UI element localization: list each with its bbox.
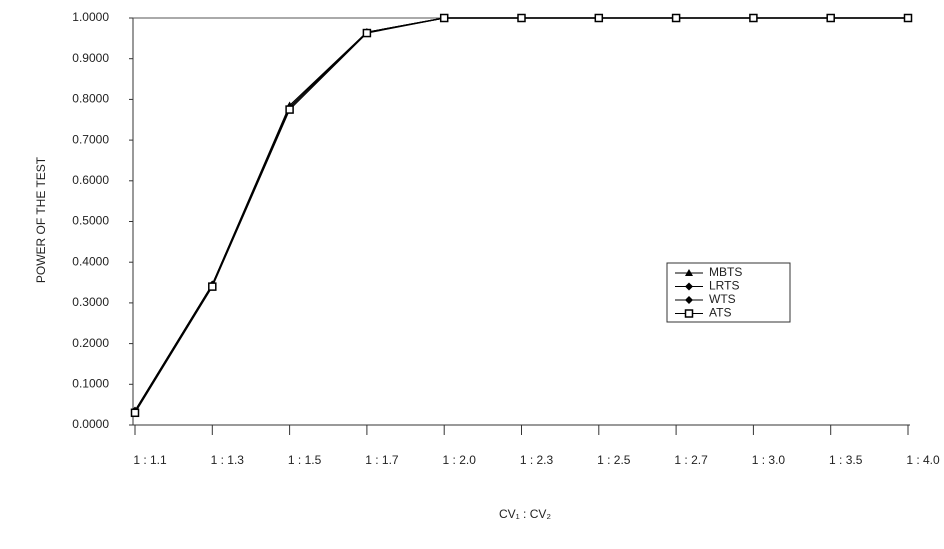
marker bbox=[685, 282, 693, 291]
x-tick-label: 1 : 2.5 bbox=[597, 453, 631, 467]
x-tick-label: 1 : 1.1 bbox=[133, 453, 167, 467]
series-line bbox=[134, 17, 908, 412]
y-axis-title: POWER OF THE TEST bbox=[34, 156, 48, 283]
marker bbox=[685, 296, 693, 304]
marker bbox=[685, 269, 693, 276]
series-line bbox=[134, 17, 908, 414]
y-tick-label: 0.4000 bbox=[72, 254, 109, 268]
x-tick-label: 1 : 3.0 bbox=[752, 453, 786, 467]
x-tick-label: 1 : 2.0 bbox=[443, 453, 477, 467]
y-tick-label: 0.1000 bbox=[72, 376, 109, 390]
y-tick-label: 0.8000 bbox=[72, 92, 109, 106]
marker bbox=[362, 28, 372, 38]
y-tick-label: 1.0000 bbox=[72, 10, 109, 24]
legend-label: LRTS bbox=[709, 279, 739, 293]
x-tick-label: 1 : 1.3 bbox=[211, 453, 245, 467]
x-tick-label: 1 : 1.5 bbox=[288, 453, 322, 467]
marker bbox=[285, 105, 294, 114]
x-tick-label: 1 : 2.3 bbox=[520, 453, 554, 467]
legend-label: ATS bbox=[709, 306, 731, 320]
legend-label: MBTS bbox=[709, 265, 742, 279]
marker bbox=[208, 282, 217, 291]
marker bbox=[439, 13, 449, 23]
marker bbox=[684, 309, 694, 318]
y-tick-label: 0.2000 bbox=[72, 336, 109, 350]
marker bbox=[517, 13, 526, 23]
x-tick-label: 1 : 3.5 bbox=[829, 453, 863, 467]
legend-label: WTS bbox=[709, 292, 736, 306]
x-axis-title: CV₁ : CV₂ bbox=[499, 507, 551, 521]
marker bbox=[903, 13, 913, 23]
y-tick-label: 0.5000 bbox=[72, 214, 109, 228]
marker bbox=[130, 408, 140, 418]
x-tick-label: 1 : 2.7 bbox=[674, 453, 708, 467]
marker bbox=[594, 13, 604, 23]
y-tick-label: 0.3000 bbox=[72, 295, 109, 309]
marker bbox=[749, 13, 758, 23]
series-line bbox=[134, 17, 908, 412]
y-tick-label: 0.0000 bbox=[72, 417, 109, 431]
x-tick-label: 1 : 1.7 bbox=[365, 453, 399, 467]
marker bbox=[671, 13, 681, 23]
y-tick-label: 0.9000 bbox=[72, 51, 109, 65]
y-tick-label: 0.6000 bbox=[72, 173, 109, 187]
series-line bbox=[134, 17, 908, 412]
y-tick-label: 0.7000 bbox=[72, 132, 109, 146]
marker bbox=[826, 13, 835, 23]
x-tick-label: 1 : 4.0 bbox=[906, 453, 940, 467]
